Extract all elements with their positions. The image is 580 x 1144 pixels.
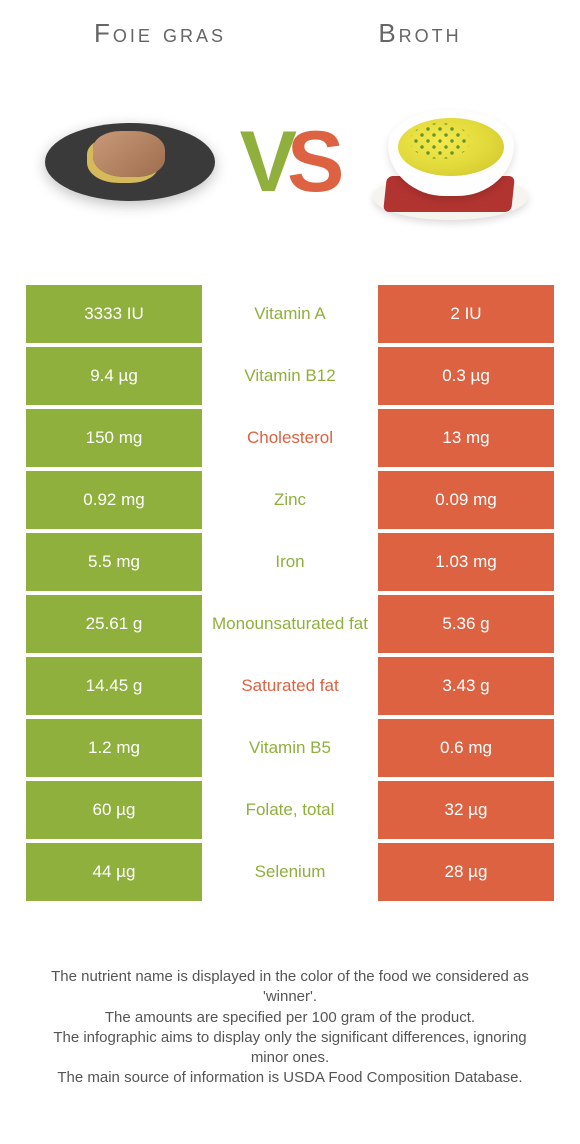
header-row: Foie gras Broth: [0, 0, 580, 49]
vs-s: S: [287, 113, 340, 212]
left-value-cell: 25.61 g: [26, 595, 202, 653]
table-row: 3333 IUVitamin A2 IU: [26, 285, 554, 343]
table-row: 0.92 mgZinc0.09 mg: [26, 471, 554, 529]
left-value-cell: 60 µg: [26, 781, 202, 839]
comparison-table-wrap: 3333 IUVitamin A2 IU9.4 µgVitamin B120.3…: [0, 281, 580, 905]
nutrient-label-cell: Folate, total: [206, 781, 374, 839]
nutrient-label-cell: Monounsaturated fat: [206, 595, 374, 653]
footer-line-3: The infographic aims to display only the…: [38, 1028, 542, 1069]
hero-row: V S: [0, 49, 580, 281]
table-row: 60 µgFolate, total32 µg: [26, 781, 554, 839]
nutrient-label-cell: Vitamin B5: [206, 719, 374, 777]
nutrient-label-cell: Selenium: [206, 843, 374, 901]
left-value-cell: 3333 IU: [26, 285, 202, 343]
table-row: 9.4 µgVitamin B120.3 µg: [26, 347, 554, 405]
food-right-image: [350, 77, 550, 247]
nutrient-label-cell: Vitamin B12: [206, 347, 374, 405]
food-left-title: Foie gras: [40, 18, 280, 49]
right-value-cell: 3.43 g: [378, 657, 554, 715]
right-value-cell: 28 µg: [378, 843, 554, 901]
table-row: 14.45 gSaturated fat3.43 g: [26, 657, 554, 715]
right-value-cell: 0.6 mg: [378, 719, 554, 777]
right-value-cell: 5.36 g: [378, 595, 554, 653]
footer-notes: The nutrient name is displayed in the co…: [0, 905, 580, 1089]
left-value-cell: 1.2 mg: [26, 719, 202, 777]
nutrient-label-cell: Cholesterol: [206, 409, 374, 467]
food-right-title: Broth: [300, 18, 540, 49]
right-value-cell: 0.3 µg: [378, 347, 554, 405]
nutrient-label-cell: Saturated fat: [206, 657, 374, 715]
foie-gras-icon: [45, 123, 215, 201]
food-left-image: [30, 77, 230, 247]
right-value-cell: 32 µg: [378, 781, 554, 839]
nutrient-label-cell: Zinc: [206, 471, 374, 529]
table-row: 150 mgCholesterol13 mg: [26, 409, 554, 467]
left-value-cell: 5.5 mg: [26, 533, 202, 591]
footer-line-4: The main source of information is USDA F…: [38, 1068, 542, 1088]
footer-line-1: The nutrient name is displayed in the co…: [38, 967, 542, 1008]
comparison-table: 3333 IUVitamin A2 IU9.4 µgVitamin B120.3…: [22, 281, 558, 905]
left-value-cell: 44 µg: [26, 843, 202, 901]
left-value-cell: 14.45 g: [26, 657, 202, 715]
left-value-cell: 9.4 µg: [26, 347, 202, 405]
broth-icon: [373, 110, 528, 220]
right-value-cell: 13 mg: [378, 409, 554, 467]
nutrient-label-cell: Iron: [206, 533, 374, 591]
right-value-cell: 2 IU: [378, 285, 554, 343]
table-row: 25.61 gMonounsaturated fat5.36 g: [26, 595, 554, 653]
left-value-cell: 150 mg: [26, 409, 202, 467]
footer-line-2: The amounts are specified per 100 gram o…: [38, 1008, 542, 1028]
right-value-cell: 1.03 mg: [378, 533, 554, 591]
nutrient-label-cell: Vitamin A: [206, 285, 374, 343]
vs-v: V: [240, 113, 293, 212]
vs-label: V S: [240, 113, 341, 212]
table-row: 44 µgSelenium28 µg: [26, 843, 554, 901]
table-row: 5.5 mgIron1.03 mg: [26, 533, 554, 591]
table-row: 1.2 mgVitamin B50.6 mg: [26, 719, 554, 777]
left-value-cell: 0.92 mg: [26, 471, 202, 529]
right-value-cell: 0.09 mg: [378, 471, 554, 529]
